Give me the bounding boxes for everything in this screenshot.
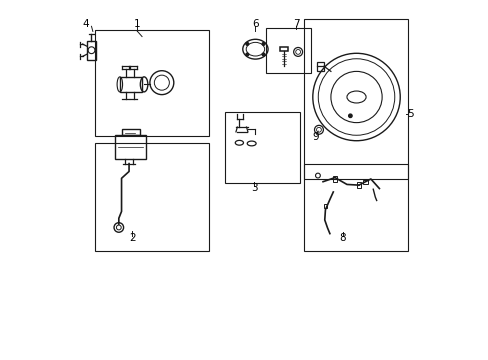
Circle shape [262, 53, 264, 56]
Bar [115, 135, 146, 159]
Text: 9: 9 [312, 132, 318, 141]
Bar [356, 182, 360, 188]
Bar [122, 130, 140, 135]
Bar [120, 77, 142, 92]
Bar [333, 176, 336, 183]
Circle shape [262, 42, 264, 45]
Bar [265, 28, 310, 73]
Circle shape [245, 42, 248, 45]
Bar [304, 19, 407, 179]
Bar [280, 47, 287, 51]
Bar [95, 30, 209, 136]
Text: 7: 7 [292, 19, 299, 29]
Bar [86, 41, 96, 60]
Text: 6: 6 [252, 19, 258, 29]
Circle shape [245, 53, 248, 56]
Text: 8: 8 [339, 233, 346, 243]
Bar [362, 180, 367, 184]
Text: 4: 4 [82, 19, 89, 29]
Text: 3: 3 [250, 183, 257, 193]
Text: 1: 1 [133, 19, 140, 29]
Bar [224, 112, 299, 183]
Text: 5: 5 [406, 109, 413, 119]
Bar [324, 204, 327, 208]
Text: 2: 2 [129, 233, 136, 243]
Bar [304, 163, 407, 251]
Circle shape [348, 114, 351, 117]
Bar [95, 143, 209, 251]
Bar [316, 62, 324, 71]
